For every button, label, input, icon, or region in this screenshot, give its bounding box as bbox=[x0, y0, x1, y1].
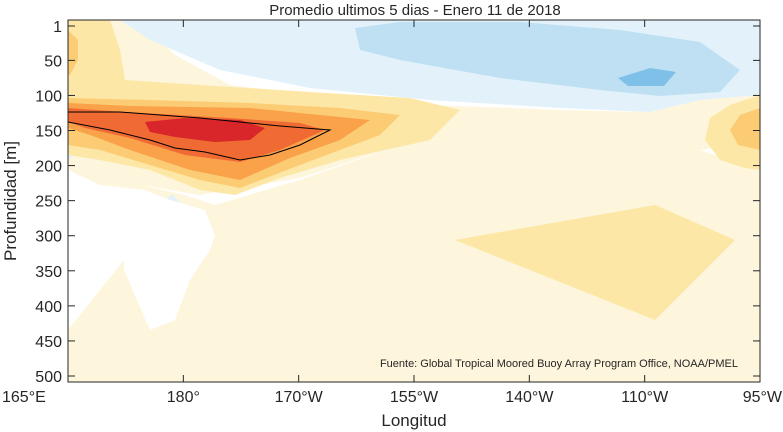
x-tick-label: 155°W bbox=[390, 389, 439, 406]
anomaly-region-cool-3 bbox=[618, 68, 676, 86]
x-tick-label: 110°W bbox=[621, 389, 669, 406]
x-tick-label: 165°E bbox=[2, 389, 46, 406]
x-tick-label: 140°W bbox=[505, 389, 554, 406]
y-tick-label: 350 bbox=[35, 264, 62, 281]
source-note: Fuente: Global Tropical Moored Buoy Arra… bbox=[380, 358, 738, 370]
y-axis-label: Profundidad [m] bbox=[1, 141, 20, 261]
y-tick-label: 1 bbox=[53, 19, 62, 36]
chart-title: Promedio ultimos 5 dias - Enero 11 de 20… bbox=[269, 2, 561, 19]
x-tick-label: 95°W bbox=[743, 389, 783, 406]
contour-line bbox=[68, 111, 332, 161]
y-tick-label: 100 bbox=[35, 88, 62, 105]
anomaly-region-warm-2-deep-east bbox=[455, 205, 735, 320]
anomaly-region-warm-6 bbox=[145, 118, 265, 142]
x-tick-label: 170°W bbox=[275, 389, 324, 406]
anomaly-region-warm-3-east bbox=[730, 108, 760, 150]
y-tick-label: 300 bbox=[35, 229, 62, 246]
y-tick-label: 500 bbox=[35, 369, 62, 386]
anomaly-region-warm-3-west bbox=[68, 30, 78, 75]
anomaly-region-warm-1-deep bbox=[68, 140, 760, 382]
x-tick-label: 180° bbox=[167, 389, 200, 406]
y-tick-label: 450 bbox=[35, 334, 62, 351]
y-tick-label: 50 bbox=[44, 53, 62, 70]
y-tick-label: 200 bbox=[35, 159, 62, 176]
y-tick-label: 150 bbox=[35, 124, 62, 141]
plot-area bbox=[68, 20, 760, 382]
y-tick-label: 400 bbox=[35, 299, 62, 316]
y-tick-label: 250 bbox=[35, 194, 62, 211]
x-axis-label: Longitud bbox=[381, 411, 446, 430]
x-axis: 165°E 180° 170°W 155°W 140°W 110°W 95°W bbox=[2, 20, 783, 406]
near-zero-region-west bbox=[68, 175, 215, 330]
